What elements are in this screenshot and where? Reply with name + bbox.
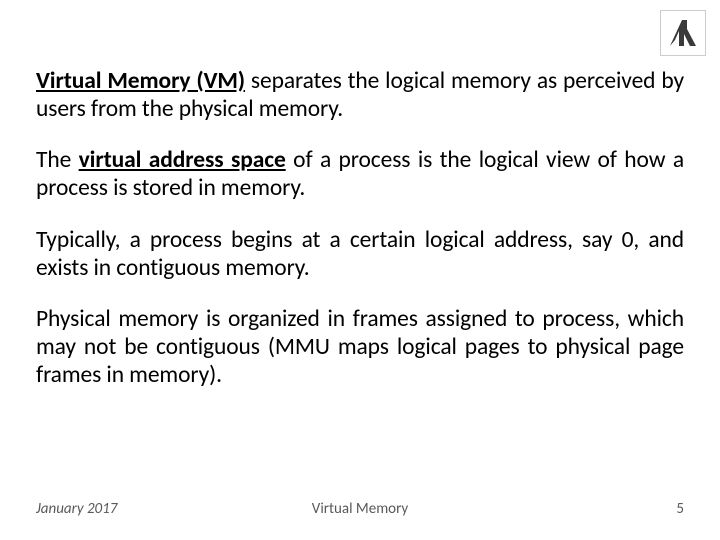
paragraph-2-pre: The: [36, 146, 79, 174]
institution-logo: [660, 10, 706, 56]
slide-container: Virtual Memory (VM) separates the logica…: [0, 0, 720, 540]
term-virtual-memory: Virtual Memory (VM): [36, 67, 245, 95]
paragraph-3: Typically, a process begins at a certain…: [36, 227, 684, 282]
footer-date: January 2017: [36, 500, 117, 518]
term-virtual-address-space: virtual address space: [79, 146, 286, 174]
footer-page-number: 5: [676, 500, 684, 518]
paragraph-2: The virtual address space of a process i…: [36, 147, 684, 202]
slide-body: Virtual Memory (VM) separates the logica…: [36, 68, 684, 389]
paragraph-1: Virtual Memory (VM) separates the logica…: [36, 68, 684, 123]
slide-footer: January 2017 Virtual Memory 5: [0, 500, 720, 518]
paragraph-4: Physical memory is organized in frames a…: [36, 306, 684, 389]
footer-title: Virtual Memory: [312, 500, 408, 518]
